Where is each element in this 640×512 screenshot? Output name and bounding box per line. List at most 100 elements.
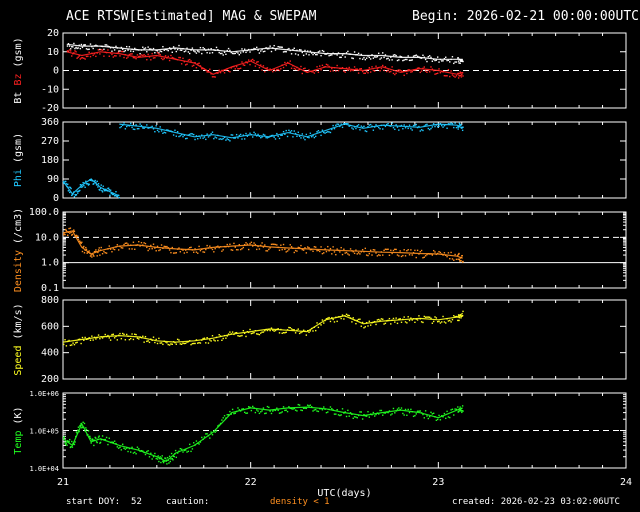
series-point-temp (171, 457, 173, 460)
series-point-temp (148, 456, 151, 458)
series-point-bz (199, 65, 202, 67)
series-point-bz (66, 50, 69, 52)
series-point-phi-high (343, 123, 345, 125)
series-point-speed (280, 328, 282, 331)
series-point-temp (310, 406, 313, 408)
series-point-phi-low (108, 189, 110, 191)
series-point-temp (301, 409, 304, 412)
series-point-bz (211, 76, 214, 78)
series-point-temp (450, 409, 452, 411)
series-point-bz (388, 71, 391, 73)
series-point-bt (167, 49, 169, 52)
series-point-temp (284, 409, 286, 412)
series-point-density (242, 246, 245, 249)
series-point-bz (427, 69, 430, 71)
series-point-bz (183, 61, 186, 63)
series-point-speed (124, 339, 127, 341)
series-point-phi-high (327, 131, 329, 133)
series-point-temp (93, 439, 96, 441)
series-point-temp (395, 410, 397, 412)
series-point-temp (166, 463, 168, 465)
series-point-density (329, 247, 332, 250)
series-point-temp (89, 435, 91, 438)
series-point-phi-high (123, 122, 125, 124)
series-point-temp (202, 438, 204, 441)
series-point-bt (329, 54, 332, 56)
series-point-phi-high (386, 123, 388, 126)
series-point-speed (121, 332, 124, 335)
series-point-density (294, 249, 297, 252)
series-point-phi-high (406, 125, 408, 128)
y-tick-label-mag: -10 (41, 84, 59, 95)
series-point-temp (109, 441, 112, 444)
series-point-bz (203, 68, 206, 70)
series-point-speed (190, 343, 192, 346)
series-point-phi-high (368, 124, 371, 126)
series-point-speed (93, 336, 96, 339)
series-point-density (258, 248, 261, 250)
series-point-bz (148, 56, 151, 58)
series-point-bt (407, 55, 409, 57)
series-point-bt (225, 53, 227, 55)
series-point-speed (418, 315, 420, 317)
series-point-bz (441, 70, 443, 73)
series-point-bt (75, 46, 77, 49)
series-point-phi-low (79, 189, 81, 192)
series-point-speed (281, 332, 283, 335)
series-point-speed (233, 333, 235, 336)
series-point-temp (340, 414, 342, 416)
series-point-bt (111, 50, 113, 52)
series-point-temp (459, 406, 461, 408)
series-point-density (446, 255, 448, 258)
series-point-bt (426, 60, 428, 63)
series-point-speed (268, 328, 270, 331)
series-point-speed (226, 335, 228, 337)
series-point-speed (139, 336, 141, 338)
series-point-speed (195, 339, 198, 341)
series-point-density (368, 252, 371, 255)
series-point-bt (83, 44, 85, 46)
series-point-temp (327, 411, 329, 413)
series-point-bz (276, 68, 278, 71)
series-point-speed (347, 314, 349, 316)
series-point-bt (353, 51, 356, 53)
series-point-bt (117, 50, 120, 52)
series-point-density (395, 248, 397, 251)
series-point-phi-low (67, 183, 69, 185)
series-point-bz (237, 68, 239, 70)
series-point-speed (113, 337, 116, 339)
y-tick-label-phi: 180 (41, 155, 59, 166)
series-point-density (388, 254, 391, 256)
series-point-bt (171, 51, 173, 53)
series-point-bz (119, 55, 121, 57)
series-point-speed (396, 322, 399, 325)
series-point-speed (270, 327, 273, 329)
series-point-bz (160, 57, 163, 60)
series-point-phi-low (101, 189, 103, 192)
series-point-temp (403, 414, 405, 416)
series-point-density (94, 250, 96, 253)
series-point-speed (442, 315, 444, 318)
series-point-bz (140, 54, 143, 56)
series-point-phi-low (105, 188, 107, 191)
series-point-temp (237, 407, 239, 409)
series-point-bz (187, 59, 190, 61)
series-point-density (103, 250, 105, 253)
series-point-phi-high (325, 131, 328, 134)
series-point-density (146, 246, 148, 249)
series-point-bz (175, 58, 177, 61)
series-point-density (197, 252, 199, 254)
series-point-density (113, 248, 116, 251)
series-point-bz (305, 70, 308, 73)
series-point-bz (315, 70, 317, 72)
series-point-speed (230, 333, 232, 335)
series-point-phi-high (226, 138, 228, 140)
series-point-bt (357, 52, 360, 55)
series-point-phi-high (293, 130, 295, 132)
series-point-density (359, 253, 361, 255)
series-point-phi-high (384, 125, 387, 128)
series-point-phi-high (121, 124, 124, 126)
series-point-speed (91, 335, 93, 337)
series-point-phi-high (328, 131, 330, 133)
series-point-speed (254, 329, 257, 332)
